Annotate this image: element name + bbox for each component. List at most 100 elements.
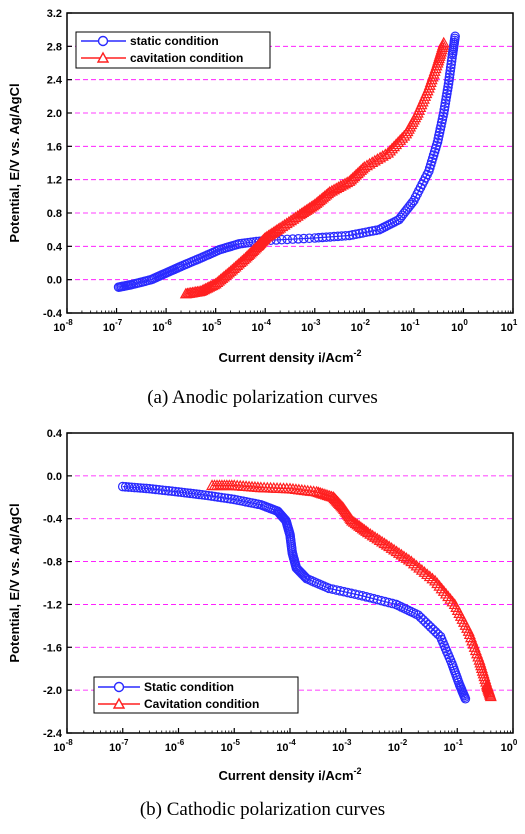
cathodic-x-axis-label: Current density i/Acm-2: [218, 766, 361, 783]
cathodic-y-tick-label: -2.4: [43, 728, 63, 740]
cathodic-point-cavitation: [407, 557, 420, 569]
anodic-x-tick-label: 10-4: [252, 318, 272, 334]
cathodic-point-static: [206, 491, 217, 501]
anodic-point-static: [407, 197, 418, 208]
cathodic-point-static: [420, 617, 431, 628]
cathodic-y-axis-label: Potential, E/V vs. Ag/AgCl: [7, 503, 22, 662]
legend-marker-cavitation-b: [112, 697, 126, 709]
cathodic-point-static: [222, 493, 233, 504]
cathodic-point-static: [160, 485, 171, 496]
anodic-x-tick-label: 101: [501, 318, 518, 334]
cathodic-point-static: [418, 615, 429, 625]
anodic-x-tick-label: 10-2: [351, 318, 371, 334]
cathodic-point-cavitation: [368, 531, 382, 542]
cathodic-x-tick-label: 10-5: [221, 738, 241, 754]
anodic-point-static: [317, 232, 328, 243]
cathodic-point-static: [425, 622, 436, 632]
anodic-axes-frame: [66, 12, 514, 314]
cathodic-point-static: [430, 627, 441, 637]
cathodic-y-tick-label: 0.0: [47, 471, 62, 483]
anodic-point-static: [321, 232, 332, 242]
cathodic-point-cavitation: [366, 529, 379, 541]
anodic-point-static: [444, 75, 454, 86]
anodic-y-tick-label: 0.8: [47, 208, 62, 220]
anodic-point-static: [443, 79, 454, 89]
cathodic-point-cavitation: [376, 535, 389, 547]
cathodic-x-tick-label: 10-8: [53, 738, 73, 754]
cathodic-x-tick-label: 100: [501, 738, 518, 754]
cathodic-point-static: [387, 598, 398, 609]
cathodic-x-tick-label: 10-3: [332, 738, 352, 754]
cathodic-point-static: [354, 590, 364, 600]
anodic-point-static: [357, 228, 368, 238]
cathodic-point-cavitation: [395, 548, 408, 560]
anodic-y-tick-label: 2.4: [47, 75, 63, 87]
cathodic-point-static: [154, 484, 164, 495]
cathodic-point-cavitation: [380, 538, 393, 550]
cathodic-point-cavitation: [364, 527, 377, 539]
cathodic-series-static-markers: [117, 481, 471, 704]
anodic-point-static: [438, 108, 449, 118]
cathodic-point-static: [335, 586, 345, 596]
cathodic-point-static: [350, 589, 360, 599]
anodic-point-static: [364, 226, 375, 237]
cathodic-point-static: [213, 492, 223, 502]
cathodic-x-tick-label: 10-2: [388, 738, 408, 754]
cathodic-point-static: [423, 619, 433, 630]
cathodic-point-cavitation: [446, 595, 459, 607]
anodic-point-static: [287, 234, 298, 244]
anodic-point-static: [441, 95, 451, 105]
cathodic-point-cavitation: [373, 534, 386, 545]
cathodic-x-tick-label: 10-4: [276, 738, 296, 754]
anodic-point-static: [361, 227, 371, 238]
anodic-x-tick-label: 10-3: [301, 318, 321, 334]
cathodic-point-cavitation: [421, 568, 434, 580]
cathodic-legend-box: [93, 676, 299, 714]
anodic-point-static: [444, 72, 455, 83]
anodic-point-static: [293, 234, 304, 244]
anodic-plot-area: [113, 31, 460, 299]
cathodic-point-static: [460, 693, 471, 704]
cathodic-point-cavitation: [402, 553, 415, 565]
anodic-point-static: [439, 104, 450, 115]
cathodic-point-cavitation: [418, 566, 431, 577]
cathodic-point-static: [299, 571, 310, 582]
anodic-point-static: [445, 69, 455, 79]
anodic-x-tick-label: 10-1: [400, 318, 420, 334]
anodic-point-static: [441, 91, 452, 102]
cathodic-point-cavitation: [410, 559, 423, 571]
cathodic-y-tick-label: -0.4: [43, 514, 63, 526]
anodic-point-static: [313, 232, 324, 243]
anodic-point-static: [298, 233, 309, 244]
cathodic-point-static: [200, 490, 210, 500]
cathodic-point-cavitation: [433, 579, 446, 591]
caption-cathodic: (b) Cathodic polarization curves: [139, 799, 386, 820]
cathodic-point-static: [197, 489, 207, 500]
cathodic-point-static: [138, 483, 149, 494]
legend-label-static: static condition: [130, 34, 219, 48]
legend-marker-cavitation: [96, 51, 110, 63]
anodic-grid: [67, 45, 513, 281]
cathodic-point-static: [170, 486, 181, 497]
anodic-y-tick-label: 0.0: [47, 275, 62, 287]
cathodic-point-static: [194, 489, 204, 500]
caption-anodic: (a) Anodic polarization curves: [147, 387, 378, 408]
anodic-point-cavitation: [379, 148, 392, 160]
cathodic-point-cavitation: [392, 547, 406, 558]
cathodic-point-cavitation: [426, 572, 439, 584]
cathodic-plot-area: [117, 479, 497, 704]
anodic-x-tick-label: 10-5: [202, 318, 222, 334]
legend-label-cavitation: cavitation condition: [130, 51, 243, 65]
cathodic-point-static: [210, 491, 220, 502]
anodic-point-static: [336, 231, 347, 241]
cathodic-grid: [67, 475, 513, 691]
anodic-series-cavitation-line: [185, 42, 445, 295]
cathodic-point-cavitation: [390, 545, 403, 557]
anodic-point-static: [440, 98, 451, 109]
anodic-series-static-line: [118, 36, 456, 288]
cathodic-point-static: [167, 486, 177, 497]
anodic-point-static: [443, 82, 453, 92]
anodic-x-axis-label: Current density i/Acm-2: [218, 348, 361, 365]
cathodic-point-static: [219, 493, 230, 503]
